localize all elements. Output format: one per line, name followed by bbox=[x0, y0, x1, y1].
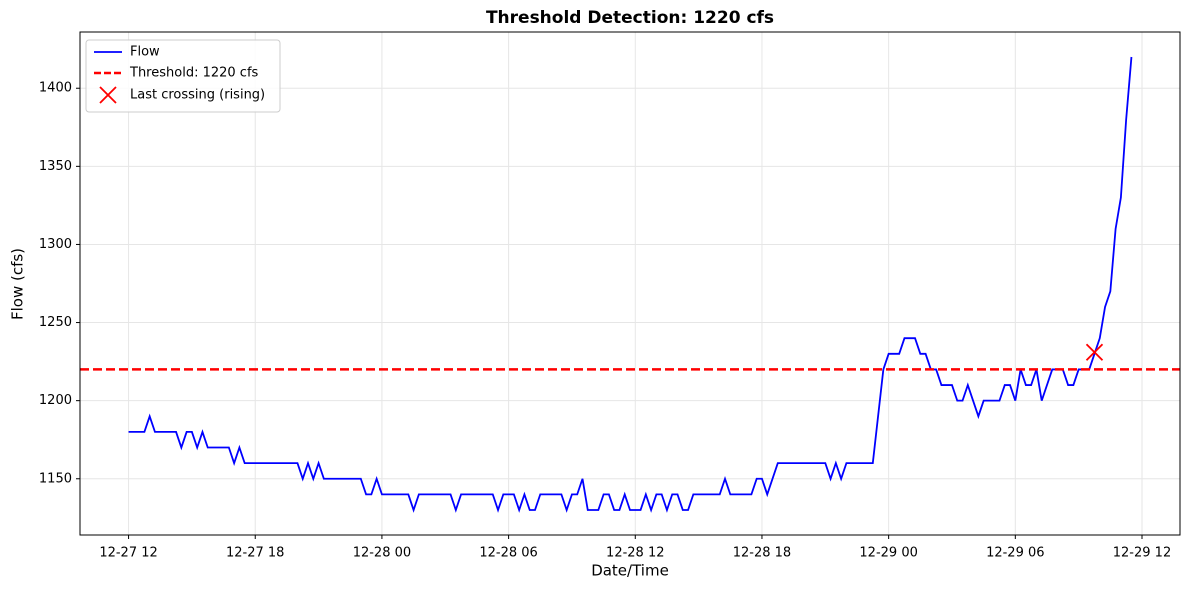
y-tick-label: 1250 bbox=[39, 315, 72, 330]
legend-label: Last crossing (rising) bbox=[130, 88, 265, 103]
x-tick-label: 12-27 18 bbox=[226, 546, 284, 561]
x-tick-label: 12-27 12 bbox=[99, 546, 157, 561]
flow-line bbox=[128, 56, 1133, 513]
x-axis-label: Date/Time bbox=[591, 562, 669, 580]
legend-label: Flow bbox=[130, 45, 160, 60]
y-tick-label: 1200 bbox=[39, 393, 72, 408]
x-tick-label: 12-28 18 bbox=[733, 546, 791, 561]
x-tick-label: 12-29 06 bbox=[986, 546, 1044, 561]
x-tick-label: 12-29 12 bbox=[1113, 546, 1171, 561]
y-tick-label: 1400 bbox=[39, 81, 72, 96]
legend-swatch bbox=[99, 86, 117, 104]
x-tick-label: 12-28 06 bbox=[479, 546, 537, 561]
y-axis-label: Flow (cfs) bbox=[9, 248, 27, 320]
y-tick-label: 1150 bbox=[39, 471, 72, 486]
crossing-marker bbox=[1085, 343, 1104, 361]
y-tick-label: 1300 bbox=[39, 237, 72, 252]
x-tick-label: 12-28 00 bbox=[353, 546, 411, 561]
legend-box bbox=[85, 39, 281, 113]
legend-label: Threshold: 1220 cfs bbox=[129, 66, 259, 81]
plot-frame bbox=[79, 31, 1181, 536]
x-tick-label: 12-28 12 bbox=[606, 546, 664, 561]
chart-title: Threshold Detection: 1220 cfs bbox=[486, 8, 774, 28]
x-tick-label: 12-29 00 bbox=[859, 546, 917, 561]
y-tick-label: 1350 bbox=[39, 159, 72, 174]
